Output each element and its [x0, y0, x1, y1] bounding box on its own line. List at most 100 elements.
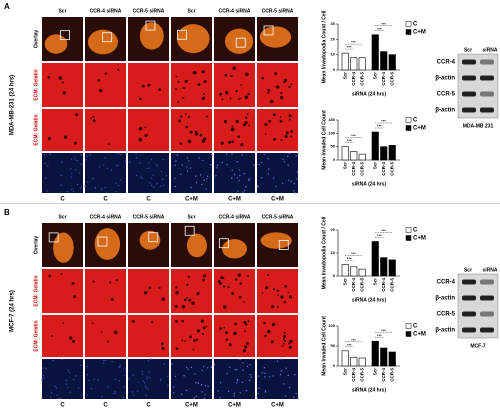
- legend-label: C: [413, 118, 418, 124]
- degradation-spot: [175, 87, 178, 91]
- nucleus-dot: [205, 188, 207, 190]
- nucleus-dot: [146, 378, 148, 380]
- nucleus-dot: [79, 187, 82, 189]
- degradation-spot: [182, 86, 185, 90]
- nucleus-dot: [88, 379, 90, 382]
- degradation-spot: [183, 298, 187, 302]
- blot-band: [480, 295, 494, 301]
- degradation-spot: [227, 286, 230, 289]
- nucleus-dot: [152, 174, 154, 176]
- nucleus-dot: [104, 359, 106, 362]
- degradation-spot: [290, 130, 293, 133]
- degradation-spot: [265, 286, 269, 290]
- nucleus-dot: [113, 392, 115, 395]
- nucleus-dot: [145, 387, 148, 389]
- degradation-spot: [219, 92, 223, 96]
- inset-box: [60, 30, 70, 41]
- nucleus-dot: [115, 182, 117, 184]
- micrograph: [42, 315, 83, 357]
- nucleus-dot: [114, 392, 117, 395]
- category-label: CCR-5: [389, 278, 394, 292]
- category-label: CCR-5: [389, 72, 394, 86]
- panel-label: B: [4, 208, 10, 217]
- nucleus-dot: [41, 379, 43, 381]
- nucleus-dot: [80, 154, 82, 156]
- bar: [380, 347, 388, 367]
- nucleus-dot: [147, 360, 150, 362]
- y-axis-label: Mean Invaded Cell Count: [321, 110, 327, 170]
- degradation-spot: [219, 327, 222, 330]
- bar: [388, 351, 396, 367]
- nucleus-dot: [153, 186, 155, 188]
- column-header: Scr: [187, 8, 195, 14]
- nucleus-dot: [195, 175, 197, 177]
- degradation-spot: [271, 305, 275, 309]
- nucleus-dot: [46, 190, 48, 192]
- nucleus-dot: [58, 397, 60, 400]
- category-label: Scr: [372, 368, 377, 376]
- nucleus-dot: [288, 152, 291, 155]
- degradation-spot: [184, 79, 188, 83]
- nucleus-dot: [236, 161, 238, 163]
- nucleus-dot: [142, 380, 145, 382]
- micrograph: [128, 359, 169, 399]
- degradation-spot: [188, 298, 192, 302]
- nucleus-dot: [283, 161, 286, 163]
- nucleus-dot: [229, 366, 231, 368]
- nucleus-dot: [56, 394, 58, 396]
- degradation-spot: [231, 125, 234, 128]
- blot-image: [457, 53, 499, 119]
- nucleus-dot: [104, 157, 106, 159]
- nucleus-dot: [284, 395, 287, 397]
- nucleus-dot: [173, 391, 175, 394]
- degradation-spot: [73, 295, 77, 299]
- degradation-spot: [283, 81, 286, 84]
- degradation-spot: [248, 124, 251, 127]
- y-tick-label: 100: [328, 130, 335, 135]
- nucleus-dot: [60, 174, 62, 177]
- nucleus-dot: [282, 383, 285, 385]
- nucleus-dot: [145, 394, 147, 397]
- nucleus-dot: [74, 159, 76, 161]
- significance-label: ***: [347, 45, 352, 50]
- degradation-spot: [98, 88, 103, 93]
- nucleus-dot: [90, 387, 93, 390]
- condition-label: C+M: [185, 403, 198, 409]
- degradation-spot: [110, 298, 114, 301]
- blot-header: Scr: [464, 267, 472, 273]
- degradation-spot: [69, 336, 73, 340]
- condition-label: C: [146, 197, 151, 203]
- category-label: CCR-5: [359, 162, 364, 176]
- degradation-spot: [223, 326, 226, 329]
- degradation-spot: [243, 320, 247, 324]
- inset-box: [184, 225, 195, 236]
- nucleus-dot: [221, 161, 223, 164]
- x-axis-label: siRNA (24 hrs): [352, 387, 387, 393]
- nucleus-dot: [86, 365, 88, 368]
- nucleus-dot: [71, 188, 73, 191]
- nucleus-dot: [141, 373, 144, 376]
- nucleus-dot: [206, 178, 208, 180]
- degradation-spot: [269, 99, 274, 104]
- degradation-spot: [282, 337, 285, 340]
- condition-label: C+M: [228, 403, 241, 409]
- degradation-spot: [187, 139, 192, 144]
- degradation-spot: [270, 340, 274, 344]
- nucleus-dot: [201, 183, 203, 186]
- micrograph: [85, 315, 126, 357]
- degradation-spot: [201, 333, 205, 336]
- bar: [341, 264, 349, 277]
- degradation-spot: [264, 133, 267, 135]
- nucleus-dot: [249, 363, 251, 366]
- category-label: Scr: [342, 368, 347, 376]
- row-label: Overlay: [33, 30, 39, 49]
- degradation-spot: [279, 116, 282, 119]
- nucleus-dot: [186, 170, 189, 172]
- degradation-spot: [61, 81, 64, 84]
- category-label: Scr: [342, 162, 347, 170]
- nucleus-dot: [150, 358, 152, 360]
- nucleus-dot: [114, 391, 117, 393]
- nucleus-dot: [71, 172, 73, 175]
- degradation-spot: [62, 91, 66, 95]
- condition-label: C+M: [271, 403, 284, 409]
